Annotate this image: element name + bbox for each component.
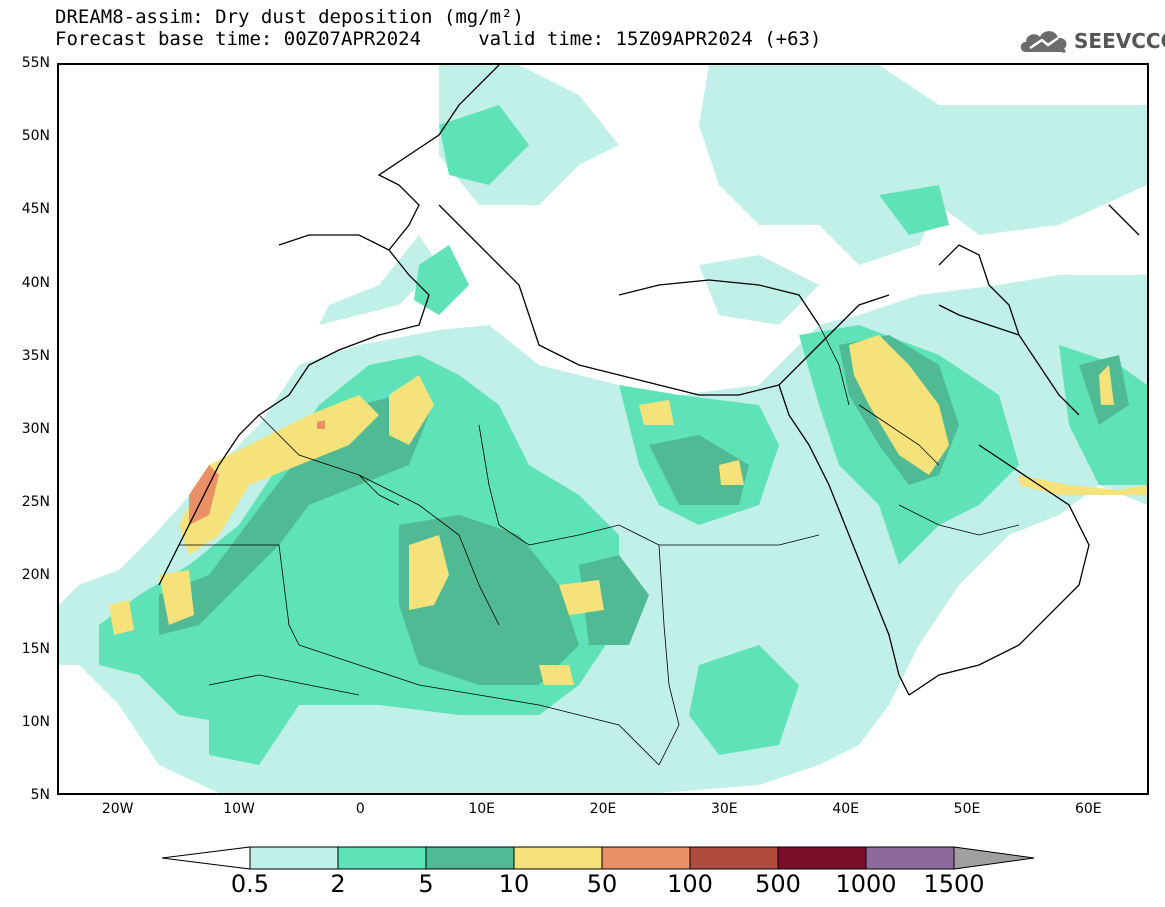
legend-swatch [601,846,691,870]
legend-swatch [689,846,779,870]
lat-label: 5N [30,787,50,803]
lon-label: 20W [101,801,134,817]
legend-swatch [777,846,867,870]
legend-level-label: 1000 [835,870,897,898]
lat-label: 55N [21,55,50,71]
legend-level-label: 500 [755,870,801,898]
legend-swatch [865,846,955,870]
lon-label: 20E [589,801,617,817]
legend-level-label: 50 [586,870,618,898]
coastlines [158,65,1140,696]
cloud-icon [1020,31,1067,53]
legend-level-label: 1500 [923,870,985,898]
lat-label: 35N [21,347,50,364]
lat-label: 40N [21,274,50,291]
lon-label: 30E [710,801,738,817]
forecast-time-line: Forecast base time: 00Z07APR2024 valid t… [55,28,822,50]
legend-level-label: 2 [330,870,346,898]
legend-over-triangle [953,846,1035,870]
lat-label: 20N [21,567,50,584]
contour-level-10 [109,335,1147,685]
map-title: DREAM8-assim: Dry dust deposition (mg/m²… [55,6,524,28]
lat-label: 30N [21,421,50,437]
lat-label: 45N [21,201,50,218]
lat-label: 25N [21,494,50,511]
legend-swatch [425,846,515,870]
lat-label: 50N [21,128,50,145]
legend-level-label: 5 [418,870,434,898]
legend-swatch [249,846,339,870]
legend-under-triangle [161,846,251,870]
logo-text: SEEVCCC [1074,29,1165,53]
dust-deposition-map [57,63,1149,795]
map-canvas [59,65,1147,793]
lon-label: 40E [832,801,859,817]
seevccc-logo: SEEVCCC [1018,24,1165,58]
country-borders [179,324,1020,766]
lat-label: 15N [21,640,50,657]
legend-colorbar [161,846,1035,870]
lon-label: 10W [223,801,255,817]
legend-swatch [337,846,427,870]
legend-level-label: 10 [498,870,530,898]
lat-label: 10N [21,713,50,730]
legend-level-label: 0.5 [230,870,270,898]
lon-label: 10E [468,801,495,817]
lon-label: 0 [355,801,365,817]
legend-swatch [513,846,603,870]
lon-label: 60E [1074,801,1102,817]
lon-label: 50E [953,801,981,817]
legend-level-label: 100 [667,870,713,898]
